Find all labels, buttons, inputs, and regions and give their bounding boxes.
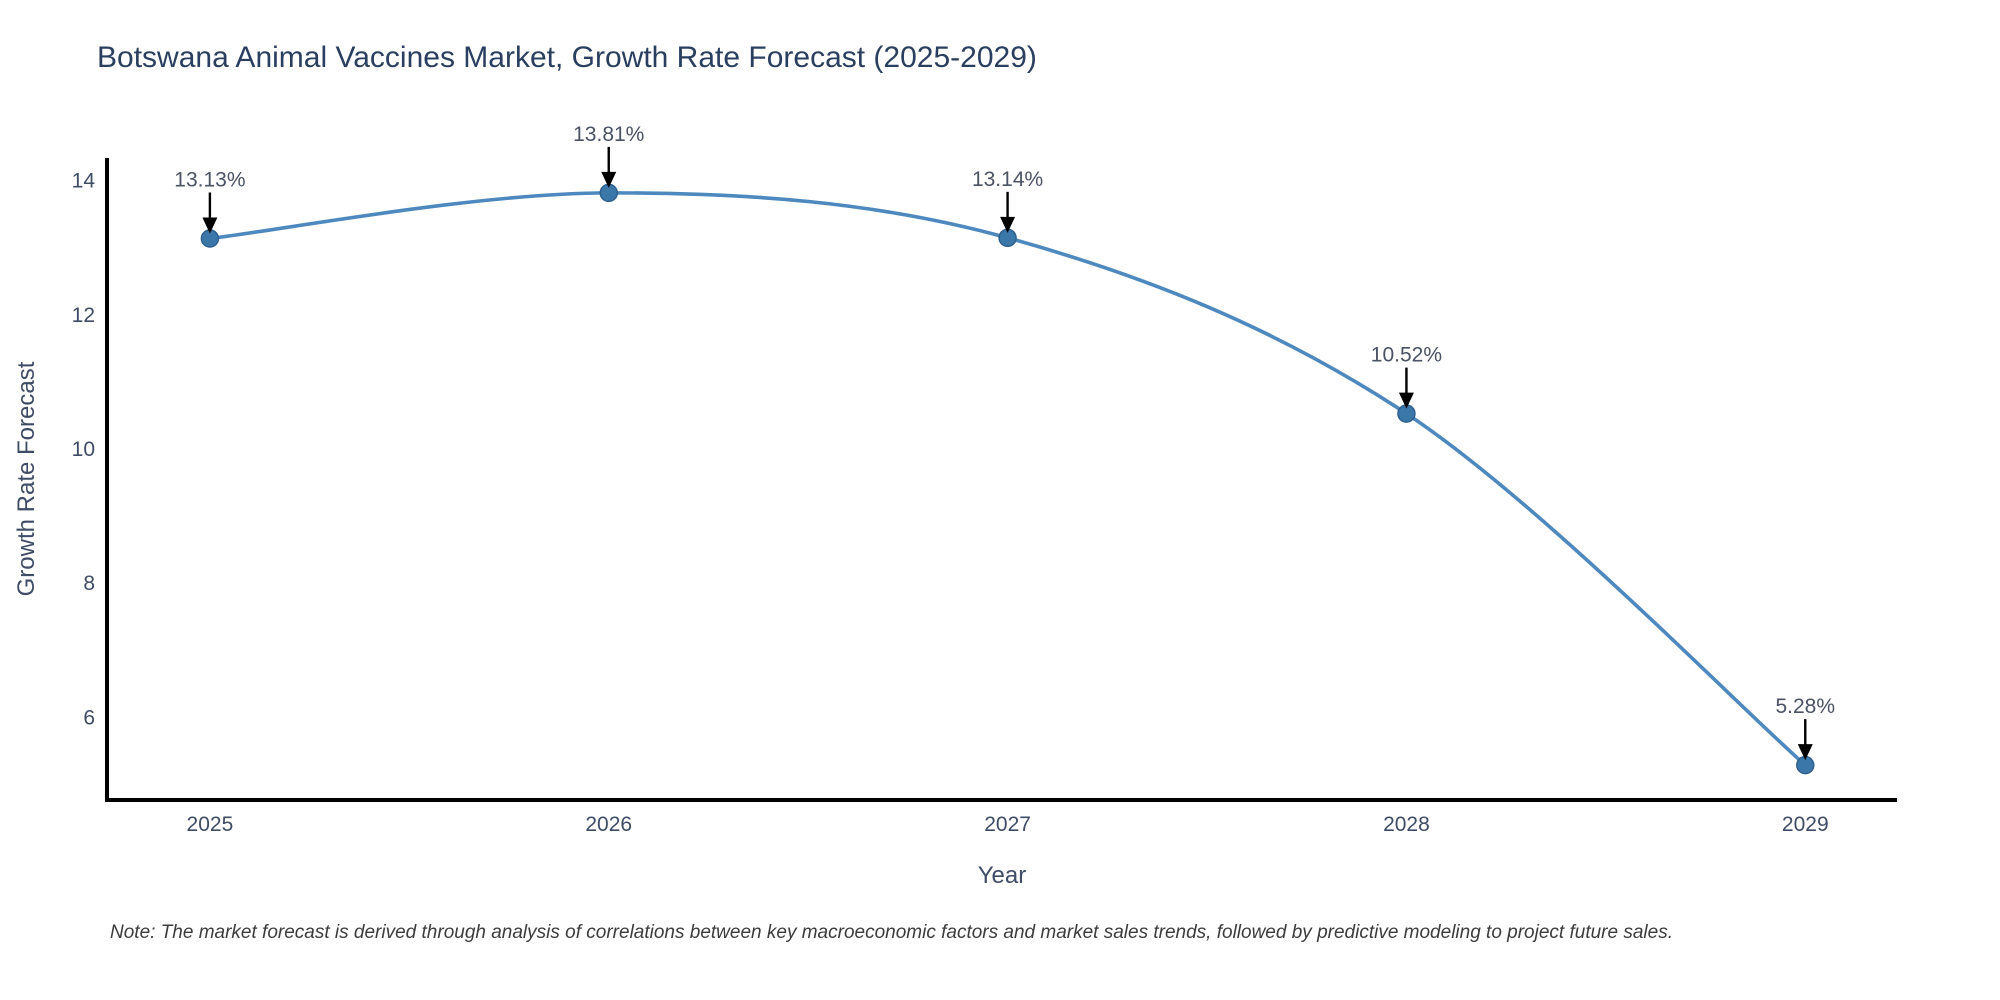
x-tick-label: 2029 <box>1782 813 1829 836</box>
annotation-label: 13.81% <box>573 123 644 146</box>
footnote: Note: The market forecast is derived thr… <box>110 922 1673 943</box>
annotation-label: 10.52% <box>1371 344 1442 367</box>
x-tick-label: 2025 <box>187 813 234 836</box>
annotation-label: 13.14% <box>972 168 1043 191</box>
annotation-label: 5.28% <box>1775 695 1835 718</box>
x-tick-label: 2028 <box>1383 813 1430 836</box>
y-tick-label: 12 <box>72 304 95 327</box>
x-tick-label: 2027 <box>984 813 1031 836</box>
annotation-arrow-head <box>202 217 218 234</box>
y-tick-label: 6 <box>83 706 95 729</box>
annotation-label: 13.13% <box>174 169 245 192</box>
x-tick-label: 2026 <box>585 813 632 836</box>
annotation-arrow-head <box>601 171 617 188</box>
y-tick-label: 8 <box>83 572 95 595</box>
x-axis-title: Year <box>977 862 1027 889</box>
y-tick-label: 14 <box>72 170 96 193</box>
annotation-arrow-head <box>1797 744 1813 761</box>
trend-line <box>208 191 1808 767</box>
y-tick-label: 10 <box>72 438 95 461</box>
chart-title: Botswana Animal Vaccines Market, Growth … <box>97 41 1037 74</box>
annotation-arrow-head <box>1000 216 1016 233</box>
annotation-arrow-head <box>1398 392 1414 409</box>
